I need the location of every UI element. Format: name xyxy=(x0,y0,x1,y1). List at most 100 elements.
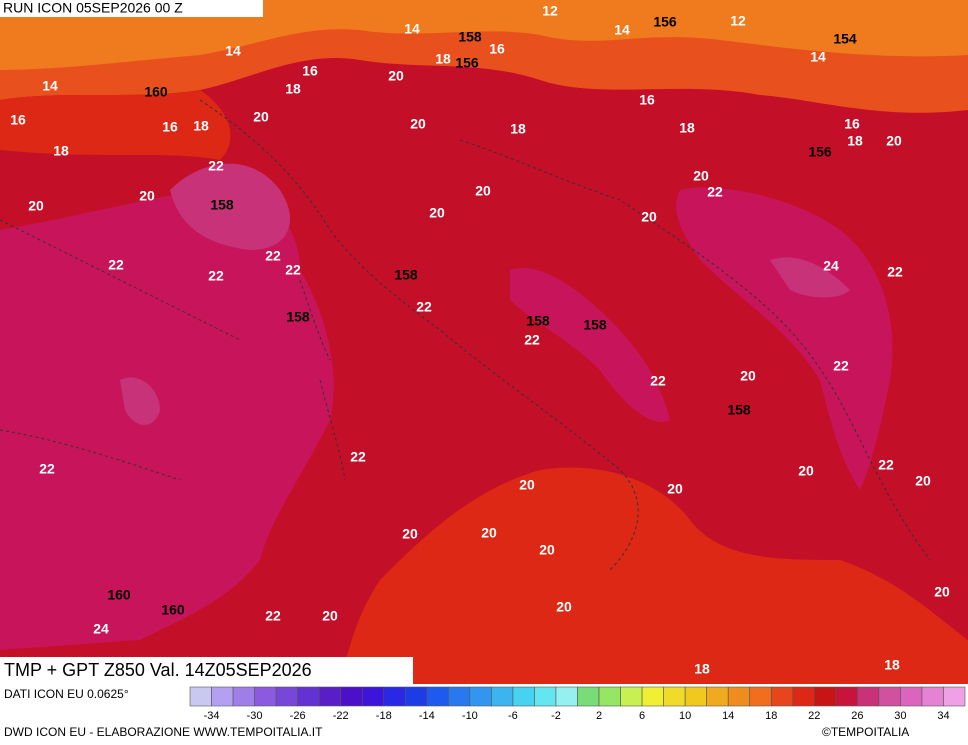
contour-label: 12 xyxy=(542,3,558,19)
colorbar-tick-label: 6 xyxy=(639,710,645,722)
contour-label: 20 xyxy=(402,526,418,542)
colorbar-swatch xyxy=(340,686,363,707)
colorbar-swatch xyxy=(383,686,406,707)
contour-label: 20 xyxy=(481,525,497,541)
contour-label: 158 xyxy=(583,317,607,333)
contour-label: 22 xyxy=(887,264,903,280)
contour-label: 158 xyxy=(727,402,751,418)
contour-label: 22 xyxy=(350,449,366,465)
contour-label: 20 xyxy=(475,183,491,199)
contour-label: 20 xyxy=(429,205,445,221)
contour-label: 16 xyxy=(844,116,860,132)
contour-label: 16 xyxy=(162,119,178,135)
contour-label: 18 xyxy=(53,143,69,159)
contour-label: 156 xyxy=(455,55,479,71)
contour-label: 160 xyxy=(144,84,168,100)
contour-label: 18 xyxy=(679,120,695,136)
colorbar-swatch xyxy=(684,686,707,707)
colorbar-swatch xyxy=(211,686,234,707)
colorbar-tick-label: -2 xyxy=(551,710,561,722)
contour-label: 158 xyxy=(394,267,418,283)
colorbar-swatch xyxy=(469,686,492,707)
contour-label: 18 xyxy=(193,118,209,134)
colorbar-tick-label: -26 xyxy=(290,710,306,722)
contour-label: 20 xyxy=(798,463,814,479)
contour-label: 20 xyxy=(28,198,44,214)
contour-label: 14 xyxy=(225,43,241,59)
contour-label: 24 xyxy=(823,258,839,274)
contour-label: 158 xyxy=(210,197,234,213)
title-box xyxy=(0,657,413,684)
colorbar-swatch xyxy=(361,686,385,707)
colorbar-swatch xyxy=(857,686,880,707)
contour-label: 14 xyxy=(614,22,630,38)
colorbar-swatch xyxy=(577,686,600,707)
map-background xyxy=(0,0,968,684)
contour-label: 22 xyxy=(265,608,281,624)
contour-label: 22 xyxy=(524,332,540,348)
colorbar-swatch xyxy=(943,686,966,707)
contour-label: 22 xyxy=(416,299,432,315)
contour-label: 18 xyxy=(847,133,863,149)
run-box xyxy=(0,0,263,17)
contour-label: 22 xyxy=(265,248,281,264)
colorbar-tick-label: 34 xyxy=(937,710,949,722)
contour-label: 156 xyxy=(808,144,832,160)
contour-label: 22 xyxy=(650,373,666,389)
colorbar-swatch xyxy=(254,686,277,707)
colorbar-tick-label: 2 xyxy=(596,710,602,722)
colorbar-swatch xyxy=(620,686,643,707)
colorbar-tick-label: -18 xyxy=(376,710,392,722)
contour-label: 22 xyxy=(108,257,124,273)
contour-label: 18 xyxy=(694,661,710,677)
colorbar-tick-label: 10 xyxy=(679,710,691,722)
colorbar-swatch xyxy=(512,686,535,707)
colorbar-swatch xyxy=(835,686,858,707)
colorbar-tick-label: 22 xyxy=(808,710,820,722)
copyright: ©TEMPOITALIA xyxy=(822,725,909,739)
colorbar-swatch xyxy=(814,686,837,707)
contour-label: 160 xyxy=(107,587,131,603)
contour-label: 20 xyxy=(253,109,269,125)
colorbar-swatch xyxy=(878,686,901,707)
contour-label: 16 xyxy=(639,92,655,108)
colorbar-swatch xyxy=(770,686,794,707)
colorbar-swatch xyxy=(232,686,255,707)
map-title: TMP + GPT Z850 Val. 14Z05SEP2026 xyxy=(4,660,312,680)
colorbar-tick-label: -34 xyxy=(204,710,220,722)
contour-label: 18 xyxy=(435,51,451,67)
contour-label: 20 xyxy=(410,116,426,132)
colorbar-swatch xyxy=(275,686,298,707)
colorbar-swatch xyxy=(749,686,772,707)
colorbar-tick-label: 18 xyxy=(765,710,777,722)
contour-label: 20 xyxy=(139,188,155,204)
colorbar-swatch xyxy=(641,686,664,707)
contour-label: 20 xyxy=(519,477,535,493)
contour-label: 14 xyxy=(810,49,826,65)
contour-label: 20 xyxy=(886,133,902,149)
contour-label: 20 xyxy=(388,68,404,84)
contour-label: 14 xyxy=(42,78,58,94)
contour-label: 160 xyxy=(161,602,185,618)
colorbar-swatch xyxy=(189,686,212,707)
colorbar-tick-label: -6 xyxy=(508,710,518,722)
contour-label: 20 xyxy=(740,368,756,384)
colorbar-swatch xyxy=(491,686,514,707)
contour-label: 158 xyxy=(458,29,482,45)
contour-label: 20 xyxy=(934,584,950,600)
contour-label: 20 xyxy=(667,481,683,497)
colorbar-swatch xyxy=(921,686,944,707)
contour-label: 154 xyxy=(833,31,857,47)
contour-label: 20 xyxy=(915,473,931,489)
contour-label: 22 xyxy=(208,158,224,174)
credit: DWD ICON EU - ELABORAZIONE WWW.TEMPOITAL… xyxy=(4,725,323,739)
colorbar-swatch xyxy=(426,686,449,707)
colorbar-tick-label: 14 xyxy=(722,710,734,722)
colorbar-swatch xyxy=(448,686,471,707)
contour-label: 22 xyxy=(285,262,301,278)
contour-label: 22 xyxy=(208,268,224,284)
run-label: RUN ICON 05SEP2026 00 Z xyxy=(3,0,183,16)
contour-label: 20 xyxy=(693,168,709,184)
contour-label: 12 xyxy=(730,13,746,29)
